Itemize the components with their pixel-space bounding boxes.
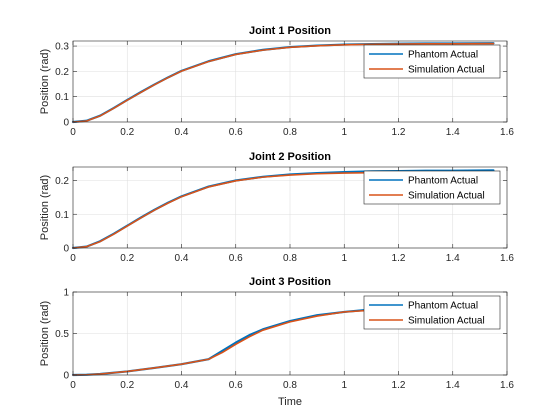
x-tick-label: 1.4 bbox=[446, 127, 460, 138]
legend-entry-2: Simulation Actual bbox=[408, 316, 485, 327]
legend-entry-1: Phantom Actual bbox=[408, 176, 478, 187]
x-tick-label: 1.4 bbox=[446, 253, 460, 264]
subplot-2: 0 0.2 0.4 0.6 0.8 1 1.2 1.4 1.6 0 0.1 0.2 Joint 2 Po… bbox=[39, 151, 514, 264]
x-tick-label: 1.6 bbox=[500, 127, 514, 138]
subplot-title: Joint 3 Position bbox=[249, 276, 331, 288]
y-tick-label: 0.2 bbox=[55, 67, 69, 78]
y-axis-label: Position (rad) bbox=[39, 301, 51, 366]
x-tick-label: 0.6 bbox=[229, 253, 243, 264]
x-tick-label: 0.8 bbox=[283, 380, 297, 391]
legend: Phantom Actual Simulation Actual bbox=[363, 44, 501, 79]
x-tick-label: 1.4 bbox=[446, 380, 460, 391]
y-tick-label: 0.5 bbox=[55, 329, 69, 340]
legend-box bbox=[363, 295, 501, 330]
y-tick-label: 1 bbox=[63, 288, 69, 299]
x-tick-label: 1.2 bbox=[392, 127, 406, 138]
legend-entry-2: Simulation Actual bbox=[408, 191, 485, 202]
x-tick-label: 1.2 bbox=[392, 380, 406, 391]
subplot-1: 0 0.2 0.4 0.6 0.8 1 1.2 1.4 1.6 0 0.1 0.2 0.3 Joint 1… bbox=[39, 25, 514, 138]
x-tick-label: 0.8 bbox=[283, 127, 297, 138]
x-tick-label: 1.6 bbox=[500, 253, 514, 264]
y-axis-label: Position (rad) bbox=[39, 49, 51, 114]
legend-box bbox=[363, 44, 501, 79]
x-axis-label: Time bbox=[278, 396, 302, 408]
x-tick-label: 0.6 bbox=[229, 127, 243, 138]
y-tick-label: 0 bbox=[63, 118, 69, 129]
x-tick-label: 0.2 bbox=[120, 253, 134, 264]
x-tick-label: 0.2 bbox=[120, 127, 134, 138]
subplot-title: Joint 2 Position bbox=[249, 151, 331, 163]
x-tick-label: 0.6 bbox=[229, 380, 243, 391]
subplot-3: 0 0.2 0.4 0.6 0.8 1 1.2 1.4 1.6 0 0.5 1 Joint 3 Posi… bbox=[39, 276, 514, 408]
legend: Phantom Actual Simulation Actual bbox=[363, 295, 501, 330]
y-tick-label: 0.1 bbox=[55, 92, 69, 103]
legend: Phantom Actual Simulation Actual bbox=[363, 170, 501, 205]
x-tick-label: 1 bbox=[341, 380, 347, 391]
x-tick-label: 0.8 bbox=[283, 253, 297, 264]
y-tick-label: 0.1 bbox=[55, 210, 69, 221]
x-tick-label: 1.2 bbox=[392, 253, 406, 264]
x-tick-label: 0.4 bbox=[175, 253, 189, 264]
legend-entry-1: Phantom Actual bbox=[408, 50, 478, 61]
x-tick-label: 0.4 bbox=[175, 127, 189, 138]
legend-box bbox=[363, 170, 501, 205]
x-tick-label: 1 bbox=[341, 127, 347, 138]
x-tick-label: 0.4 bbox=[175, 380, 189, 391]
y-tick-label: 0 bbox=[63, 244, 69, 255]
series-line-2 bbox=[72, 42, 495, 123]
y-tick-label: 0.2 bbox=[55, 176, 69, 187]
y-tick-label: 0 bbox=[63, 371, 69, 382]
legend-entry-2: Simulation Actual bbox=[408, 65, 485, 76]
x-tick-label: 0 bbox=[70, 380, 76, 391]
x-tick-label: 0 bbox=[70, 127, 76, 138]
x-tick-label: 0.2 bbox=[120, 380, 134, 391]
y-tick-label: 0.3 bbox=[55, 42, 69, 53]
legend-entry-1: Phantom Actual bbox=[408, 301, 478, 312]
y-axis-label: Position (rad) bbox=[39, 175, 51, 240]
x-tick-label: 1.6 bbox=[500, 380, 514, 391]
x-tick-label: 0 bbox=[70, 253, 76, 264]
x-tick-label: 1 bbox=[341, 253, 347, 264]
subplot-title: Joint 1 Position bbox=[249, 25, 331, 37]
